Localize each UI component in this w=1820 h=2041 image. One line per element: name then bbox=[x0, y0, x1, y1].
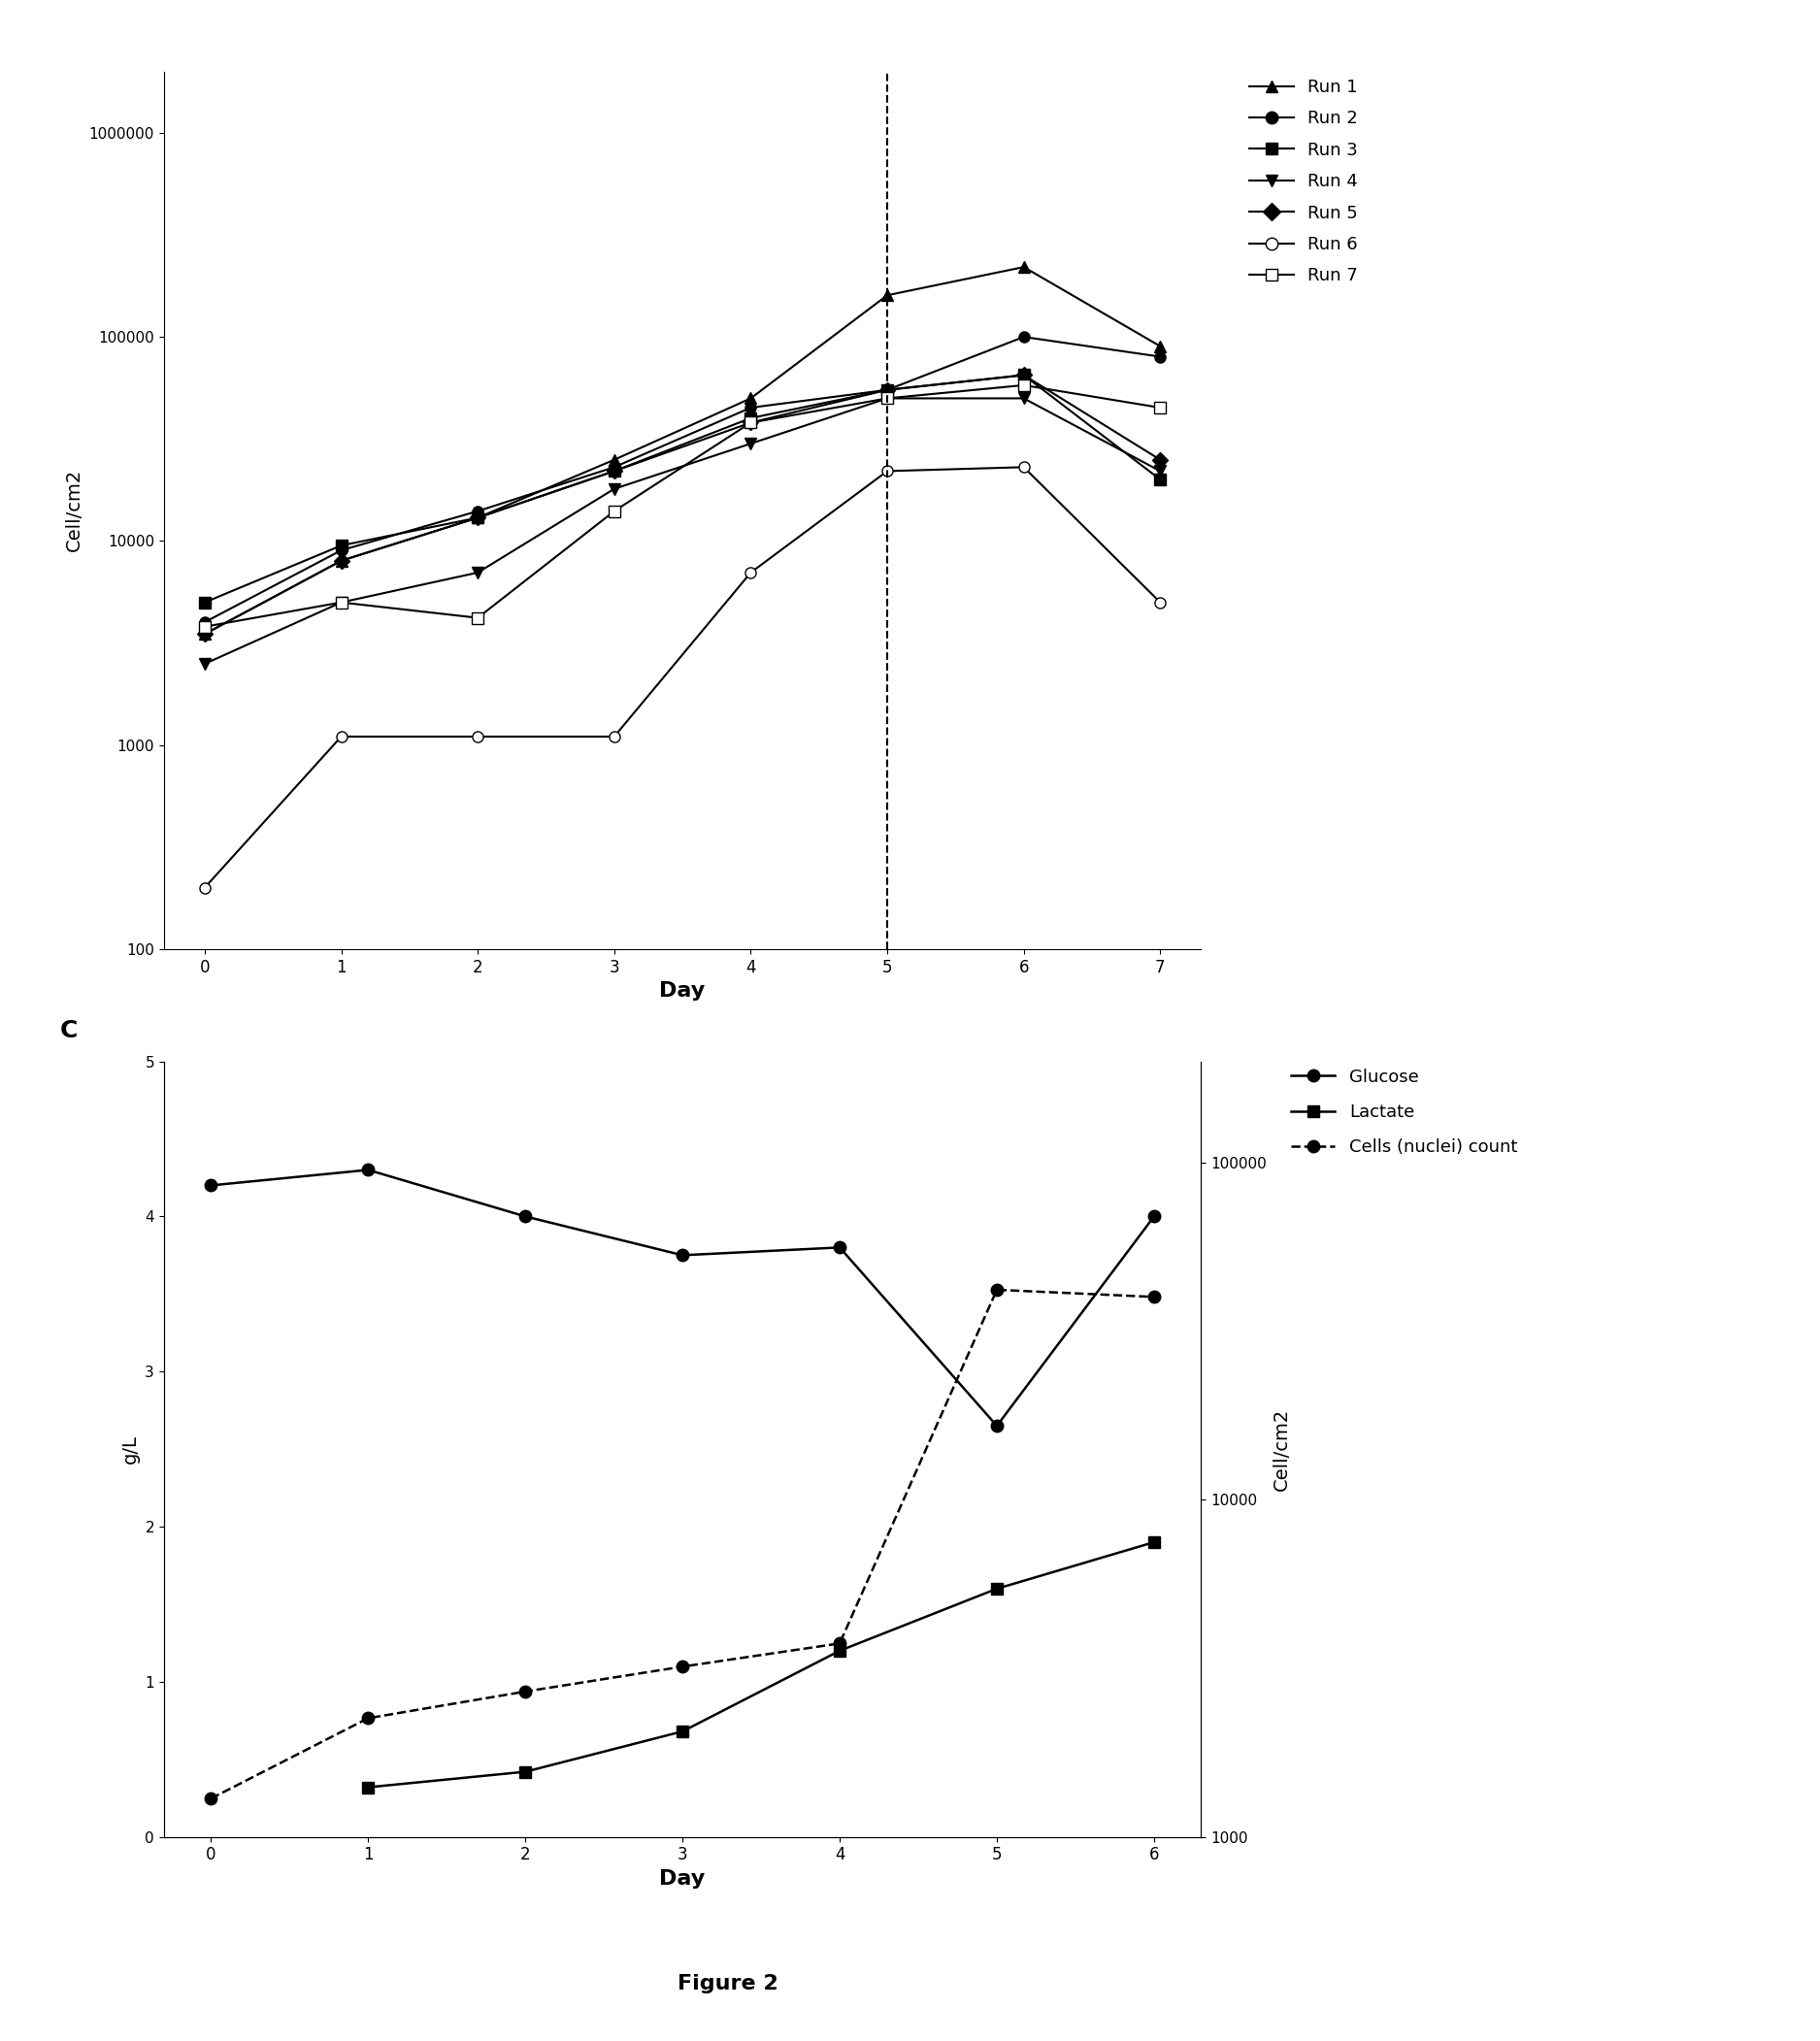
Lactate bbox=[357, 1776, 379, 1800]
Glucose bbox=[986, 1414, 1008, 1439]
Run 6 bbox=[1150, 590, 1172, 614]
Run 4 bbox=[877, 386, 899, 410]
Run 4 bbox=[193, 651, 217, 676]
Run 4 bbox=[1012, 386, 1034, 410]
Run 2 bbox=[193, 610, 217, 635]
Glucose bbox=[515, 1204, 537, 1229]
Run 7 bbox=[1150, 396, 1172, 420]
Cells (nuclei) count bbox=[986, 1278, 1008, 1302]
Run 7 bbox=[877, 386, 899, 410]
Run 2 bbox=[877, 378, 899, 402]
Line: Run 7: Run 7 bbox=[200, 380, 1165, 633]
Line: Run 5: Run 5 bbox=[200, 369, 1165, 639]
Line: Lactate: Lactate bbox=[362, 1537, 1159, 1794]
Line: Run 4: Run 4 bbox=[200, 394, 1165, 669]
Lactate bbox=[672, 1719, 693, 1743]
Run 2 bbox=[1012, 325, 1034, 349]
Glucose bbox=[357, 1157, 379, 1182]
Run 1 bbox=[739, 386, 761, 410]
Run 3 bbox=[331, 533, 353, 557]
Run 2 bbox=[331, 539, 353, 563]
Run 6 bbox=[331, 725, 353, 749]
Run 7 bbox=[466, 606, 488, 631]
Run 3 bbox=[739, 406, 761, 431]
Y-axis label: Cell/cm2: Cell/cm2 bbox=[1272, 1408, 1290, 1490]
Run 5 bbox=[331, 549, 353, 574]
Legend: Glucose, Lactate, Cells (nuclei) count: Glucose, Lactate, Cells (nuclei) count bbox=[1285, 1061, 1525, 1163]
Run 7 bbox=[331, 590, 353, 614]
Glucose bbox=[828, 1235, 850, 1259]
Run 1 bbox=[1012, 255, 1034, 280]
Run 6 bbox=[602, 725, 626, 749]
Cells (nuclei) count bbox=[828, 1631, 850, 1655]
Run 3 bbox=[193, 590, 217, 614]
Run 4 bbox=[602, 478, 626, 502]
Run 6 bbox=[739, 561, 761, 586]
Run 4 bbox=[739, 431, 761, 455]
Run 3 bbox=[466, 506, 488, 531]
Y-axis label: g/L: g/L bbox=[122, 1435, 140, 1463]
Run 7 bbox=[739, 410, 761, 435]
Run 5 bbox=[739, 410, 761, 435]
Run 1 bbox=[602, 447, 626, 471]
Cells (nuclei) count bbox=[1143, 1284, 1165, 1308]
Run 5 bbox=[466, 506, 488, 531]
X-axis label: Day: Day bbox=[659, 1870, 706, 1888]
Run 1 bbox=[193, 623, 217, 647]
Run 6 bbox=[1012, 455, 1034, 480]
Glucose bbox=[1143, 1204, 1165, 1229]
Cells (nuclei) count bbox=[672, 1655, 693, 1680]
Cells (nuclei) count bbox=[515, 1680, 537, 1704]
Text: Figure 2: Figure 2 bbox=[677, 1974, 779, 1994]
Line: Run 1: Run 1 bbox=[200, 261, 1165, 639]
Lactate bbox=[515, 1759, 537, 1784]
Run 6 bbox=[877, 459, 899, 484]
Cells (nuclei) count bbox=[200, 1786, 222, 1810]
Run 5 bbox=[1012, 363, 1034, 388]
Text: C: C bbox=[60, 1018, 78, 1043]
Run 3 bbox=[1150, 467, 1172, 492]
Run 5 bbox=[602, 459, 626, 484]
Run 1 bbox=[331, 549, 353, 574]
Lactate bbox=[986, 1576, 1008, 1600]
Run 2 bbox=[739, 396, 761, 420]
Run 5 bbox=[193, 623, 217, 647]
Run 4 bbox=[466, 561, 488, 586]
Run 4 bbox=[1150, 459, 1172, 484]
Run 3 bbox=[1012, 363, 1034, 388]
Run 6 bbox=[466, 725, 488, 749]
Line: Glucose: Glucose bbox=[206, 1163, 1159, 1433]
X-axis label: Day: Day bbox=[659, 982, 706, 1000]
Run 2 bbox=[1150, 345, 1172, 369]
Lactate bbox=[1143, 1531, 1165, 1555]
Lactate bbox=[828, 1639, 850, 1663]
Run 1 bbox=[466, 506, 488, 531]
Run 2 bbox=[466, 498, 488, 522]
Line: Run 2: Run 2 bbox=[200, 331, 1165, 627]
Run 7 bbox=[1012, 374, 1034, 398]
Run 3 bbox=[602, 459, 626, 484]
Run 5 bbox=[1150, 447, 1172, 471]
Legend: Run 1, Run 2, Run 3, Run 4, Run 5, Run 6, Run 7: Run 1, Run 2, Run 3, Run 4, Run 5, Run 6… bbox=[1243, 71, 1365, 292]
Line: Run 6: Run 6 bbox=[200, 461, 1165, 894]
Run 2 bbox=[602, 455, 626, 480]
Run 6 bbox=[193, 876, 217, 900]
Run 4 bbox=[331, 590, 353, 614]
Run 3 bbox=[877, 378, 899, 402]
Run 5 bbox=[877, 378, 899, 402]
Run 1 bbox=[877, 284, 899, 308]
Cells (nuclei) count bbox=[357, 1706, 379, 1731]
Run 7 bbox=[193, 614, 217, 639]
Line: Cells (nuclei) count: Cells (nuclei) count bbox=[206, 1284, 1159, 1804]
Line: Run 3: Run 3 bbox=[200, 369, 1165, 608]
Y-axis label: Cell/cm2: Cell/cm2 bbox=[66, 469, 84, 551]
Glucose bbox=[672, 1243, 693, 1267]
Run 1 bbox=[1150, 335, 1172, 359]
Run 7 bbox=[602, 498, 626, 522]
Glucose bbox=[200, 1174, 222, 1198]
